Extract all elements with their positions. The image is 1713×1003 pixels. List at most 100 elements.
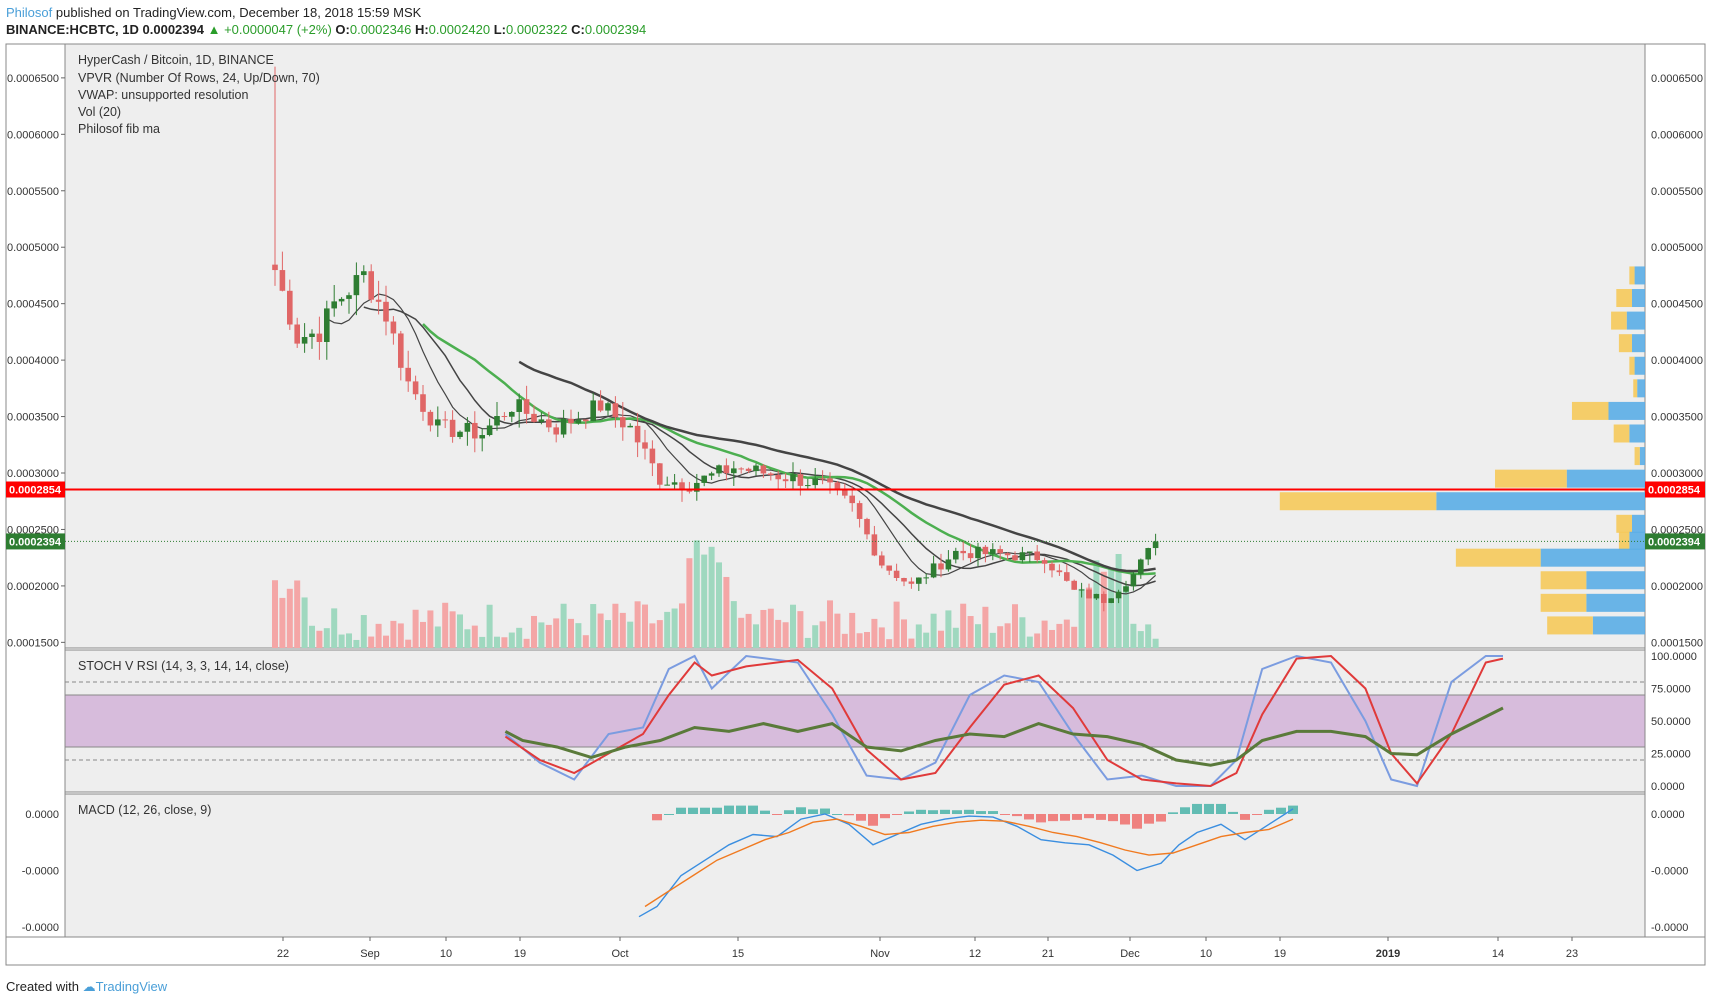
ma-slow <box>518 360 1156 573</box>
volume-bar <box>671 608 678 648</box>
candle-body <box>812 478 818 486</box>
candle-body <box>1049 563 1055 571</box>
vpvr-up <box>1629 424 1645 443</box>
volume-bar <box>434 626 441 648</box>
volume-bar <box>871 618 878 648</box>
x-tick-label: Oct <box>611 948 628 960</box>
volume-bar <box>553 618 560 648</box>
y-tick-label-right: 0.0004500 <box>1651 299 1703 311</box>
volume-bar <box>716 562 722 648</box>
volume-bar <box>338 634 345 648</box>
candle-body <box>353 275 360 296</box>
stoch-title: STOCH V RSI (14, 3, 3, 14, 14, close) <box>78 659 289 673</box>
chart-header: Philosof published on TradingView.com, D… <box>6 4 646 38</box>
macd-histogram-bar <box>1168 812 1178 814</box>
x-tick-label: Sep <box>360 948 380 960</box>
volume-bar <box>982 606 989 648</box>
author-link[interactable]: Philosof <box>6 5 53 20</box>
macd-histogram-bar <box>880 814 890 819</box>
candle-body <box>501 416 508 418</box>
volume-bar <box>516 627 523 648</box>
macd-histogram-bar <box>844 814 854 816</box>
tradingview-logo-icon[interactable]: ☁ <box>82 979 96 994</box>
candle-body <box>760 465 767 474</box>
stoch-tick-label: 0.0000 <box>1651 781 1685 793</box>
candle-body <box>723 465 730 474</box>
volume-bar <box>486 604 493 648</box>
candle-body <box>649 448 656 464</box>
candle-body <box>938 563 944 570</box>
volume-bar <box>531 615 537 648</box>
macd-histogram-bar <box>820 808 830 814</box>
candle-body <box>827 478 833 483</box>
volume-bar <box>767 608 774 648</box>
vpvr-down <box>1547 616 1593 635</box>
volume-bar <box>597 613 604 648</box>
last-price: 0.0002394 <box>142 22 204 37</box>
candle-body <box>324 308 330 342</box>
vpvr-up <box>1634 356 1645 375</box>
candle-body <box>879 555 885 566</box>
macd-histogram-bar <box>676 807 686 814</box>
candle-body <box>449 419 456 437</box>
candle-body <box>886 565 892 571</box>
candle-body <box>1152 541 1159 549</box>
macd-histogram-bar <box>1180 807 1190 814</box>
candle-body <box>686 489 693 492</box>
volume-bar <box>383 635 389 648</box>
macd-histogram-bar <box>964 809 974 814</box>
vpvr-up <box>1631 289 1645 308</box>
macd-histogram-bar <box>700 807 710 814</box>
resistance-price-label: 0.0002854 <box>9 484 62 496</box>
y-tick-label-right: 0.0003000 <box>1651 468 1703 480</box>
open-value: 0.0002346 <box>349 22 412 37</box>
stoch-tick-label: 75.0000 <box>1651 684 1691 696</box>
candle-body <box>546 419 552 428</box>
candle-body <box>1123 586 1129 592</box>
macd-histogram-bar <box>688 807 698 814</box>
macd-histogram-bar <box>1288 805 1298 814</box>
volume-bar <box>886 639 893 648</box>
volume-bars <box>272 540 1159 648</box>
volume-bar <box>1056 623 1063 648</box>
volume-bar <box>827 600 833 648</box>
macd-line <box>638 808 1294 918</box>
candle-body <box>309 333 315 338</box>
macd-histogram-bar <box>1240 814 1250 820</box>
resistance-price-label: 0.0002854 <box>1648 484 1701 496</box>
x-tick-label: 14 <box>1492 948 1504 960</box>
x-tick-label: 10 <box>1200 948 1212 960</box>
tradingview-link[interactable]: TradingView <box>95 979 168 994</box>
y-tick-label-left: 0.0004500 <box>7 299 59 311</box>
candle-body <box>301 337 308 344</box>
vpvr-down <box>1540 571 1587 590</box>
volume-bar <box>1137 631 1144 648</box>
resistance-price-bg <box>1645 481 1705 498</box>
candle-body <box>1012 555 1018 561</box>
high-label: H: <box>414 22 429 37</box>
macd-histogram-bar <box>712 807 722 814</box>
x-tick-label: 2019 <box>1376 948 1400 960</box>
candle-body <box>923 577 929 579</box>
candle-body <box>1056 570 1063 573</box>
candle-body <box>294 324 300 344</box>
macd-histogram-bar <box>940 809 950 814</box>
macd-histogram-bar <box>916 809 926 814</box>
volume-bar <box>686 558 693 648</box>
macd-histogram-bar <box>1048 814 1058 822</box>
volume-bar <box>679 603 685 648</box>
candle-body <box>523 399 530 414</box>
candle-body <box>908 581 915 584</box>
volume-bar <box>494 636 500 648</box>
volume-bar <box>590 604 597 648</box>
low-value: 0.0002322 <box>506 22 568 37</box>
stoch-tick-label: 100.0000 <box>1651 651 1697 663</box>
volume-bar <box>1012 604 1018 648</box>
candle-body <box>279 270 286 291</box>
axes: 0.0006500 0.0006500 0.0006000 0.0006000 0.00… <box>6 73 1705 960</box>
volume-bar <box>368 636 375 648</box>
candlesticks <box>272 66 1159 612</box>
volume-bar <box>1049 629 1055 648</box>
volume-bar <box>878 627 885 648</box>
